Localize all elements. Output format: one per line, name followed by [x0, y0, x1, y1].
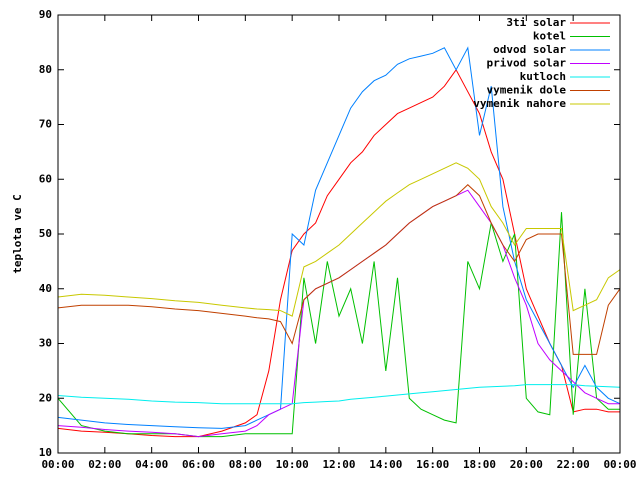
y-tick-label: 60 [39, 172, 52, 185]
series-line [57, 162, 621, 317]
legend-label: kotel [533, 30, 566, 43]
x-tick-label: 16:00 [416, 458, 449, 471]
y-tick-label: 70 [39, 118, 52, 131]
x-tick-label: 14:00 [369, 458, 402, 471]
y-tick-label: 40 [39, 282, 52, 295]
legend-label: odvod solar [493, 43, 566, 56]
y-tick-label: 30 [39, 337, 52, 350]
legend-label: 3ti solar [506, 16, 566, 29]
x-tick-label: 20:00 [510, 458, 543, 471]
x-tick-label: 00:00 [603, 458, 636, 471]
legend-label: privod solar [487, 57, 567, 70]
series-line [57, 384, 621, 405]
y-axis-label: teplota ve C [11, 194, 24, 273]
y-tick-label: 10 [39, 446, 52, 459]
series-line [57, 184, 621, 355]
plot-border [57, 14, 621, 454]
y-tick-label: 80 [39, 63, 52, 76]
x-tick-label: 18:00 [463, 458, 496, 471]
series-line [57, 212, 620, 438]
legend-label: vymenik dole [487, 84, 567, 97]
legend-label: vymenik nahore [473, 97, 566, 110]
y-tick-label: 90 [39, 8, 52, 21]
x-tick-label: 12:00 [322, 458, 355, 471]
x-tick-label: 22:00 [557, 458, 590, 471]
y-tick-label: 50 [39, 227, 52, 240]
x-tick-label: 08:00 [229, 458, 262, 471]
series-line [57, 46, 621, 429]
x-tick-label: 00:00 [41, 458, 74, 471]
x-tick-label: 10:00 [276, 458, 309, 471]
x-tick-label: 04:00 [135, 458, 168, 471]
x-tick-label: 06:00 [182, 458, 215, 471]
legend-label: kutloch [520, 70, 566, 83]
y-tick-label: 20 [39, 391, 52, 404]
x-tick-label: 02:00 [88, 458, 121, 471]
series-line [57, 68, 620, 438]
